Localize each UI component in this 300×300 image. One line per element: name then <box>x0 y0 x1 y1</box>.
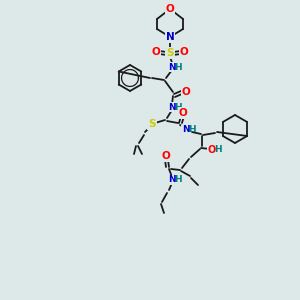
Text: O: O <box>208 145 216 155</box>
Text: H: H <box>188 125 196 134</box>
Text: N: N <box>168 176 176 184</box>
Text: N: N <box>166 32 174 42</box>
Text: H: H <box>174 103 182 112</box>
Text: N: N <box>182 125 190 134</box>
Text: H: H <box>214 146 222 154</box>
Text: O: O <box>180 47 188 57</box>
Text: O: O <box>182 87 190 97</box>
Text: O: O <box>178 108 188 118</box>
Text: H: H <box>174 62 182 71</box>
Text: S: S <box>166 48 174 58</box>
Text: S: S <box>148 119 156 129</box>
Text: O: O <box>152 47 160 57</box>
Text: N: N <box>168 62 176 71</box>
Text: N: N <box>168 103 176 112</box>
Text: O: O <box>166 4 174 14</box>
Text: O: O <box>162 151 170 161</box>
Text: H: H <box>174 176 182 184</box>
